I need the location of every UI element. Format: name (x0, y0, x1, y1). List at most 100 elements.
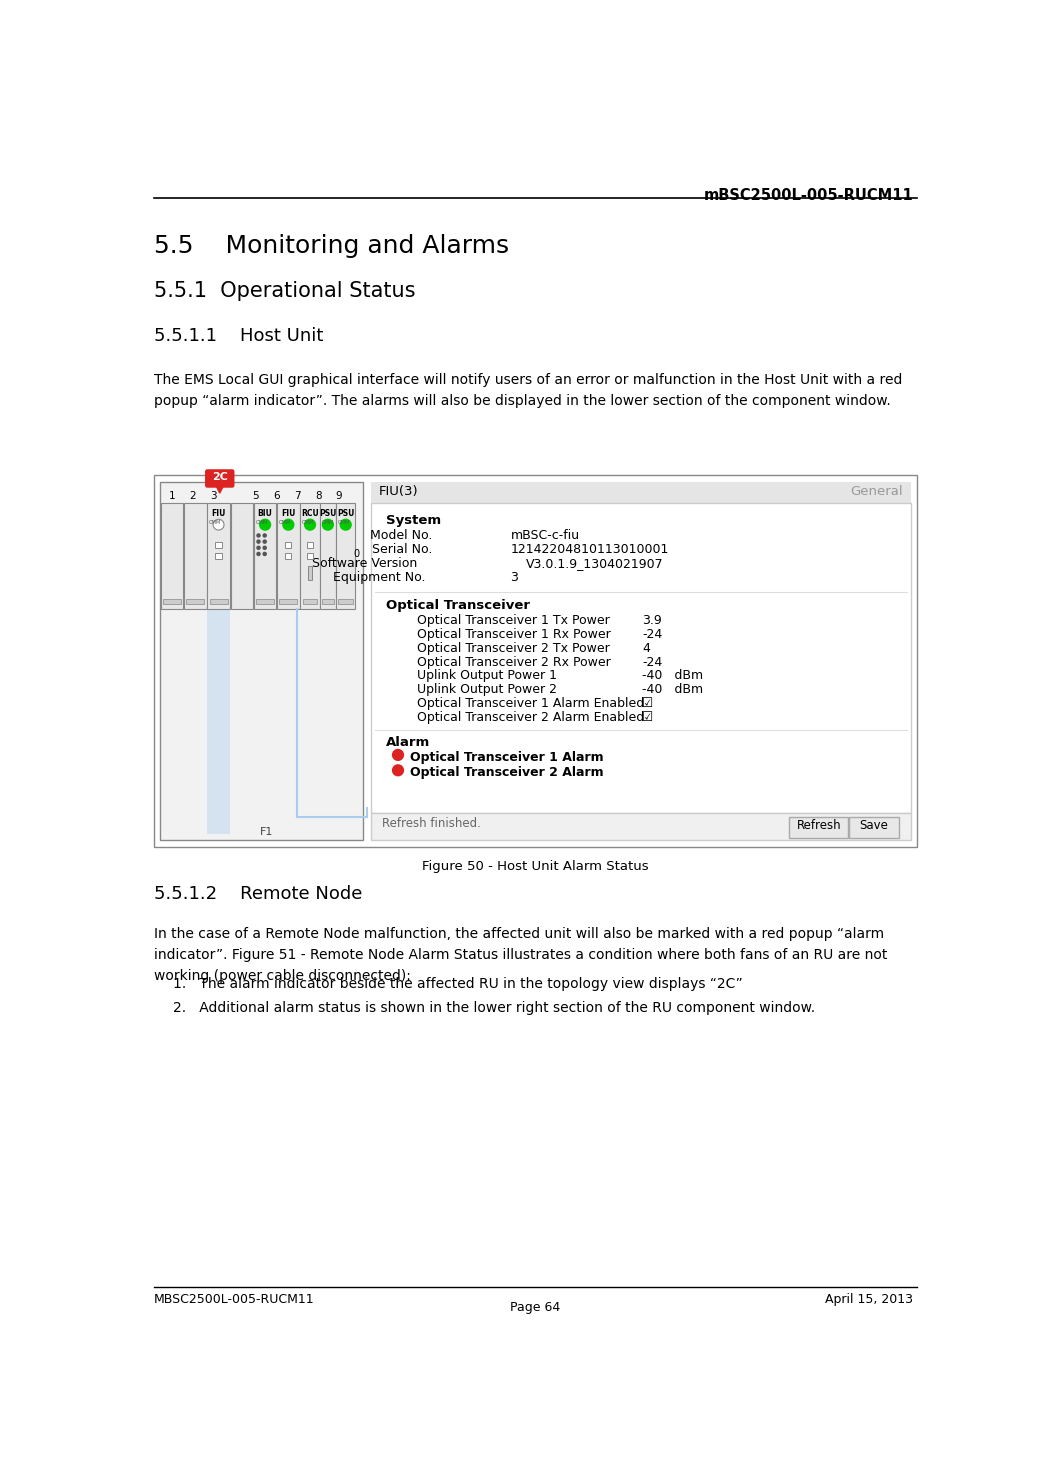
Text: PSU: PSU (336, 509, 354, 518)
Bar (308, 567, 311, 580)
Text: Uplink Output Power 1: Uplink Output Power 1 (417, 670, 557, 683)
Bar (154, 475, 918, 846)
FancyBboxPatch shape (849, 817, 899, 838)
Text: The EMS Local GUI graphical interface will notify users of an error or malfuncti: The EMS Local GUI graphical interface wi… (154, 372, 902, 408)
Bar (307, 542, 313, 548)
Text: mBSC2500L-005-RUCM11: mBSC2500L-005-RUCM11 (703, 188, 913, 203)
Text: Uplink Output Power 2: Uplink Output Power 2 (417, 683, 557, 696)
Text: -24: -24 (642, 655, 663, 668)
Text: Optical Transceiver 2 Alarm Enabled: Optical Transceiver 2 Alarm Enabled (417, 711, 645, 724)
Circle shape (323, 520, 333, 530)
Text: Optical Transceiver 2 Alarm: Optical Transceiver 2 Alarm (410, 767, 603, 780)
Text: Figure 50 - Host Unit Alarm Status: Figure 50 - Host Unit Alarm Status (422, 861, 649, 873)
Bar (231, 503, 253, 608)
Text: -24: -24 (642, 629, 663, 640)
Bar (300, 503, 320, 608)
Text: BIU: BIU (258, 509, 273, 518)
Text: Refresh finished.: Refresh finished. (382, 817, 482, 830)
Text: OMM: OMM (209, 520, 222, 526)
Bar (186, 599, 204, 604)
Bar (207, 503, 230, 835)
FancyBboxPatch shape (789, 817, 849, 838)
Bar (307, 553, 313, 559)
Text: FIU: FIU (281, 509, 296, 518)
Circle shape (263, 552, 266, 555)
Bar (371, 481, 911, 503)
Text: 1: 1 (168, 490, 175, 500)
Text: Alarm: Alarm (387, 736, 431, 749)
Bar (215, 542, 222, 548)
Text: Optical Transceiver: Optical Transceiver (387, 599, 531, 611)
Bar (163, 599, 181, 604)
Bar (371, 503, 911, 814)
Circle shape (393, 749, 403, 761)
Circle shape (341, 520, 351, 530)
Text: 3: 3 (510, 571, 518, 584)
Text: 1.   The alarm indicator beside the affected RU in the topology view displays “2: 1. The alarm indicator beside the affect… (173, 977, 743, 992)
Text: In the case of a Remote Node malfunction, the affected unit will also be marked : In the case of a Remote Node malfunction… (154, 927, 887, 983)
Bar (160, 481, 363, 841)
Text: 4: 4 (642, 642, 650, 655)
Text: Page 64: Page 64 (510, 1301, 560, 1314)
Text: Optical Transceiver 1 Alarm: Optical Transceiver 1 Alarm (410, 751, 603, 764)
Text: OMM: OMM (255, 520, 268, 526)
Text: 3: 3 (210, 490, 217, 500)
Bar (184, 503, 207, 608)
Text: System: System (387, 514, 441, 527)
Text: 5.5.1  Operational Status: 5.5.1 Operational Status (154, 281, 415, 300)
Text: 7: 7 (294, 490, 301, 500)
Text: F1: F1 (259, 826, 273, 836)
Text: 6: 6 (273, 490, 280, 500)
Text: MBSC2500L-005-RUCM11: MBSC2500L-005-RUCM11 (154, 1292, 315, 1306)
Text: 5.5    Monitoring and Alarms: 5.5 Monitoring and Alarms (154, 234, 509, 259)
Text: 3.9: 3.9 (642, 614, 661, 627)
Text: 9: 9 (335, 490, 343, 500)
Text: 2.   Additional alarm status is shown in the lower right section of the RU compo: 2. Additional alarm status is shown in t… (173, 1001, 815, 1014)
Text: 5: 5 (252, 490, 259, 500)
Circle shape (213, 520, 224, 530)
Text: -40   dBm: -40 dBm (642, 670, 703, 683)
Bar (303, 599, 318, 604)
Text: FIU: FIU (211, 509, 226, 518)
Text: -40   dBm: -40 dBm (642, 683, 703, 696)
Bar (285, 542, 292, 548)
Circle shape (263, 540, 266, 543)
Bar (322, 599, 333, 604)
Circle shape (257, 534, 260, 537)
Text: April 15, 2013: April 15, 2013 (826, 1292, 913, 1306)
Circle shape (283, 520, 294, 530)
Text: 5.5.1.2    Remote Node: 5.5.1.2 Remote Node (154, 885, 363, 902)
Text: General: General (851, 486, 903, 499)
Bar (336, 503, 355, 608)
Circle shape (263, 546, 266, 549)
Text: Optical Transceiver 1 Alarm Enabled: Optical Transceiver 1 Alarm Enabled (417, 698, 645, 710)
Circle shape (257, 540, 260, 543)
FancyBboxPatch shape (205, 470, 234, 487)
Bar (339, 599, 353, 604)
Circle shape (263, 534, 266, 537)
Text: Optical Transceiver 1 Rx Power: Optical Transceiver 1 Rx Power (417, 629, 611, 640)
Text: RCU: RCU (301, 509, 319, 518)
Bar (161, 503, 183, 608)
Text: 5.5.1.1    Host Unit: 5.5.1.1 Host Unit (154, 327, 323, 344)
Text: mBSC-c-fiu: mBSC-c-fiu (510, 530, 580, 542)
Text: 12142204810113010001: 12142204810113010001 (510, 543, 669, 556)
Text: ☑: ☑ (642, 711, 653, 724)
Circle shape (257, 546, 260, 549)
Circle shape (259, 520, 271, 530)
Text: ☑: ☑ (642, 698, 653, 710)
Bar (210, 599, 228, 604)
Text: Optical Transceiver 2 Tx Power: Optical Transceiver 2 Tx Power (417, 642, 610, 655)
Text: Serial No.: Serial No. (372, 543, 433, 556)
Bar (254, 503, 276, 608)
Text: Software Version: Software Version (312, 556, 417, 570)
Text: Equipment No.: Equipment No. (332, 571, 425, 584)
Bar (285, 553, 292, 559)
Bar (207, 503, 230, 608)
Text: 0: 0 (353, 549, 359, 559)
Circle shape (257, 552, 260, 555)
Text: Optical Transceiver 2 Rx Power: Optical Transceiver 2 Rx Power (417, 655, 611, 668)
Text: Optical Transceiver 1 Tx Power: Optical Transceiver 1 Tx Power (417, 614, 610, 627)
Text: OMM: OMM (321, 520, 333, 526)
Text: OMM: OMM (338, 520, 350, 526)
